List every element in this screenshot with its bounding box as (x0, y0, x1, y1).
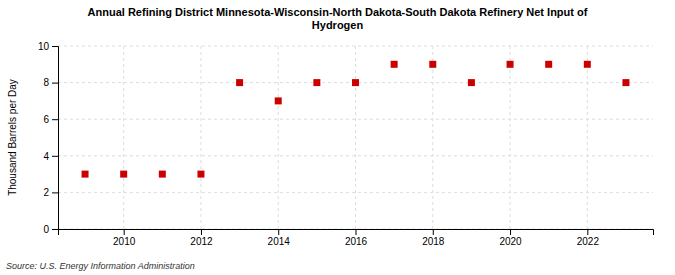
tick-label: 10 (38, 41, 50, 52)
point (197, 171, 204, 178)
axis-line (59, 230, 654, 236)
tick-mark (124, 229, 125, 235)
grid-line (278, 46, 279, 229)
grid-line (432, 46, 433, 229)
source-note: Source: U.S. Energy Information Administ… (6, 261, 195, 271)
tick-label: 2010 (113, 236, 136, 247)
axis-line (52, 47, 59, 230)
grid-line (355, 46, 356, 229)
grid-line (587, 46, 588, 229)
tick-mark (52, 229, 58, 230)
y-axis-title: Thousand Barrels per Day (7, 79, 18, 196)
tick: 0 (43, 224, 58, 235)
tick-mark (510, 229, 511, 235)
grid-line (200, 46, 201, 229)
tick: 2018 (422, 229, 445, 247)
tick-mark (52, 83, 58, 84)
tick-label: 2 (43, 187, 49, 198)
tick: 2010 (113, 229, 136, 247)
point (313, 79, 320, 86)
tick-label: 0 (43, 224, 49, 235)
tick: 2020 (499, 229, 522, 247)
point (622, 79, 629, 86)
points (82, 61, 630, 178)
tick: 2016 (345, 229, 368, 247)
tick: 2 (43, 187, 58, 198)
tick-mark (278, 229, 279, 235)
point (275, 97, 282, 104)
point (391, 61, 398, 68)
tick-label: 2014 (268, 236, 291, 247)
tick: 4 (43, 151, 58, 162)
tick-mark (356, 229, 357, 235)
tick-mark (52, 46, 58, 47)
point (545, 61, 552, 68)
point (507, 61, 514, 68)
title: Annual Refining District Minnesota-Wisco… (88, 6, 588, 31)
tick-label: 8 (43, 77, 49, 88)
y-axis: 0 2 4 6 8 10 (38, 41, 59, 235)
tick-mark (433, 229, 434, 235)
tick: 6 (43, 114, 58, 125)
tick-label: 2018 (422, 236, 445, 247)
grid (58, 46, 653, 229)
tick: 10 (38, 41, 58, 52)
point (429, 61, 436, 68)
point (468, 79, 475, 86)
tick: 8 (43, 77, 58, 88)
tick-label: 2012 (190, 236, 213, 247)
tick-label: 2020 (499, 236, 522, 247)
tick-label: 2022 (577, 236, 600, 247)
tick-label: 2016 (345, 236, 368, 247)
tick: 2014 (268, 229, 291, 247)
grid-line (123, 46, 124, 229)
point (159, 171, 166, 178)
chart: 2010 2012 2014 2016 2018 2020 2022 0 2 4 6 8 10 Annua… (0, 0, 675, 275)
tick-label: 4 (43, 151, 49, 162)
point (120, 171, 127, 178)
tick: 2022 (577, 229, 600, 247)
x-axis: 2010 2012 2014 2016 2018 2020 2022 (59, 229, 654, 247)
tick-mark (587, 229, 588, 235)
point (82, 171, 89, 178)
grid-line (510, 46, 511, 229)
tick-mark (52, 156, 58, 157)
tick: 2012 (190, 229, 213, 247)
tick-mark (52, 119, 58, 120)
tick-mark (52, 192, 58, 193)
point (236, 79, 243, 86)
tick-mark (201, 229, 202, 235)
tick-label: 6 (43, 114, 49, 125)
plot-area: 2010 2012 2014 2016 2018 2020 2022 0 2 4 6 8 10 (38, 41, 654, 247)
point (584, 61, 591, 68)
point (352, 79, 359, 86)
